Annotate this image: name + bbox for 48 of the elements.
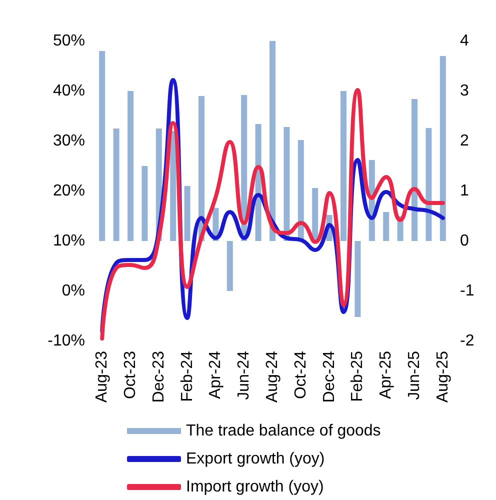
x-tick-label: Apr-24 (207, 350, 224, 400)
y2-tick-label: 2 (460, 132, 469, 150)
x-tick-label: Oct-24 (292, 350, 310, 400)
y-tick-label: 30% (52, 132, 85, 150)
y2-tick-label: -1 (460, 282, 474, 300)
bar (128, 91, 134, 241)
legend-label: The trade balance of goods (186, 422, 381, 440)
x-tick-label: Aug-23 (94, 350, 111, 403)
x-tick-label: Aug-24 (264, 350, 281, 403)
y2-tick-label: 1 (460, 182, 469, 200)
x-tick-label: Dec-23 (150, 350, 168, 403)
legend-label: Import growth (yoy) (186, 478, 324, 496)
x-tick-label: Feb-25 (349, 350, 366, 402)
legend-label: Export growth (yoy) (186, 450, 325, 468)
y-tick-label: 40% (52, 82, 85, 100)
bar (298, 140, 304, 241)
y2-tick-label: 4 (460, 32, 469, 50)
bar (284, 127, 290, 241)
bar (340, 91, 346, 241)
bar (170, 131, 176, 241)
y2-tick-label: -2 (460, 332, 474, 350)
y-tick-label: 0% (62, 282, 85, 300)
bar (184, 186, 190, 241)
y-tick-label: 50% (52, 32, 85, 50)
x-tick-label: Apr-25 (378, 350, 395, 400)
y2-tick-label: 3 (460, 82, 469, 100)
x-tick-label: Jun-24 (236, 350, 253, 400)
bar (142, 166, 148, 241)
bar (99, 51, 106, 241)
x-tick-label: Jun-25 (406, 350, 423, 400)
bar (113, 128, 120, 241)
x-tick-label: Aug-25 (434, 350, 452, 403)
bar (383, 212, 390, 241)
y-tick-label: -10% (48, 332, 85, 350)
y2-tick-label: 0 (460, 232, 469, 250)
x-tick-label: Dec-24 (320, 350, 338, 403)
bar (354, 241, 361, 317)
bar (426, 128, 432, 241)
x-tick-label: Oct-23 (122, 350, 139, 400)
bar (241, 95, 248, 241)
y-tick-label: 10% (52, 232, 85, 250)
x-tick-label: Feb-24 (178, 350, 196, 402)
bar (412, 99, 418, 241)
bar (312, 188, 318, 241)
bar (270, 41, 276, 241)
y-tick-label: 20% (52, 182, 85, 200)
bar (226, 241, 233, 291)
bar (440, 56, 446, 241)
